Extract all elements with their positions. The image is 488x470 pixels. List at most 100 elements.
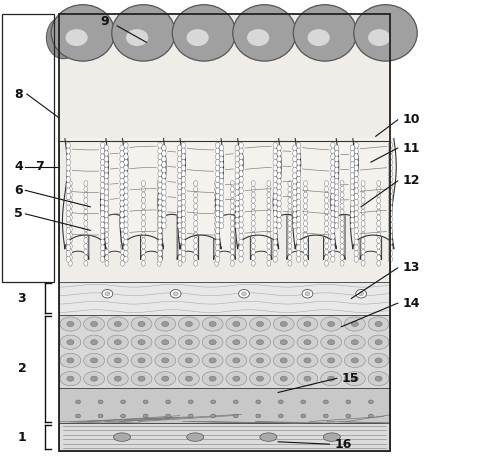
Ellipse shape — [124, 256, 128, 262]
Ellipse shape — [66, 142, 70, 149]
Ellipse shape — [124, 199, 128, 205]
Ellipse shape — [209, 376, 216, 381]
Ellipse shape — [194, 232, 198, 238]
Ellipse shape — [388, 256, 393, 262]
Ellipse shape — [67, 340, 74, 345]
Ellipse shape — [297, 317, 318, 331]
Ellipse shape — [288, 215, 292, 220]
Ellipse shape — [297, 148, 301, 154]
Ellipse shape — [51, 5, 115, 61]
Ellipse shape — [297, 353, 318, 368]
Ellipse shape — [331, 171, 335, 177]
Polygon shape — [350, 139, 396, 249]
Ellipse shape — [157, 255, 161, 260]
Ellipse shape — [105, 232, 109, 238]
Ellipse shape — [377, 232, 381, 238]
Ellipse shape — [273, 353, 294, 368]
Ellipse shape — [377, 209, 381, 215]
Ellipse shape — [142, 180, 145, 186]
Ellipse shape — [304, 249, 307, 255]
Ellipse shape — [251, 180, 255, 186]
Ellipse shape — [76, 400, 81, 404]
Ellipse shape — [334, 206, 339, 212]
Ellipse shape — [178, 162, 182, 168]
Ellipse shape — [368, 414, 373, 418]
Ellipse shape — [126, 29, 148, 46]
Ellipse shape — [157, 215, 161, 220]
Ellipse shape — [182, 159, 186, 165]
Ellipse shape — [297, 199, 301, 205]
Ellipse shape — [293, 184, 297, 190]
Text: 8: 8 — [14, 87, 23, 101]
Ellipse shape — [216, 256, 220, 262]
Ellipse shape — [340, 243, 344, 249]
Ellipse shape — [219, 184, 224, 190]
Ellipse shape — [162, 189, 166, 196]
Ellipse shape — [202, 335, 223, 349]
Ellipse shape — [101, 182, 104, 188]
Ellipse shape — [321, 353, 342, 368]
Ellipse shape — [354, 5, 417, 61]
Ellipse shape — [68, 238, 72, 243]
Ellipse shape — [331, 211, 335, 217]
Ellipse shape — [304, 238, 307, 243]
Ellipse shape — [104, 201, 108, 207]
Ellipse shape — [188, 400, 193, 404]
Ellipse shape — [121, 238, 124, 243]
Ellipse shape — [361, 243, 365, 249]
Ellipse shape — [388, 182, 393, 188]
Ellipse shape — [138, 321, 145, 327]
Ellipse shape — [230, 192, 234, 198]
Ellipse shape — [216, 251, 220, 257]
Ellipse shape — [226, 335, 247, 349]
Ellipse shape — [202, 317, 223, 331]
Ellipse shape — [277, 201, 281, 207]
Bar — [2, 14, 54, 282]
Ellipse shape — [354, 176, 359, 182]
Ellipse shape — [327, 376, 335, 381]
Ellipse shape — [60, 372, 81, 386]
Ellipse shape — [84, 220, 88, 226]
Ellipse shape — [273, 216, 278, 222]
Ellipse shape — [354, 199, 359, 205]
Ellipse shape — [182, 154, 186, 160]
Ellipse shape — [84, 180, 88, 186]
Ellipse shape — [239, 142, 244, 149]
Ellipse shape — [124, 165, 128, 171]
Ellipse shape — [142, 232, 145, 238]
Ellipse shape — [361, 204, 365, 209]
Ellipse shape — [68, 192, 72, 198]
Ellipse shape — [158, 165, 162, 171]
Ellipse shape — [182, 256, 186, 262]
Ellipse shape — [120, 145, 124, 151]
Ellipse shape — [66, 171, 70, 177]
Ellipse shape — [233, 5, 296, 61]
Ellipse shape — [233, 414, 238, 418]
Ellipse shape — [162, 150, 166, 157]
Ellipse shape — [67, 376, 74, 381]
Ellipse shape — [157, 209, 161, 215]
Ellipse shape — [83, 317, 104, 331]
Ellipse shape — [104, 206, 108, 212]
Ellipse shape — [297, 372, 318, 386]
Ellipse shape — [350, 156, 355, 162]
Ellipse shape — [182, 182, 186, 188]
Ellipse shape — [235, 184, 240, 190]
Ellipse shape — [66, 256, 70, 262]
Ellipse shape — [155, 317, 176, 331]
Ellipse shape — [121, 198, 124, 204]
Ellipse shape — [178, 223, 182, 229]
Ellipse shape — [178, 209, 182, 215]
Ellipse shape — [211, 414, 216, 418]
Ellipse shape — [121, 209, 124, 215]
Ellipse shape — [354, 159, 359, 165]
Ellipse shape — [273, 159, 278, 165]
Ellipse shape — [340, 255, 344, 260]
Ellipse shape — [354, 171, 359, 177]
Ellipse shape — [182, 227, 186, 234]
Ellipse shape — [194, 186, 198, 192]
Ellipse shape — [327, 340, 335, 345]
Ellipse shape — [277, 145, 281, 151]
Ellipse shape — [288, 226, 292, 232]
Ellipse shape — [331, 234, 335, 240]
